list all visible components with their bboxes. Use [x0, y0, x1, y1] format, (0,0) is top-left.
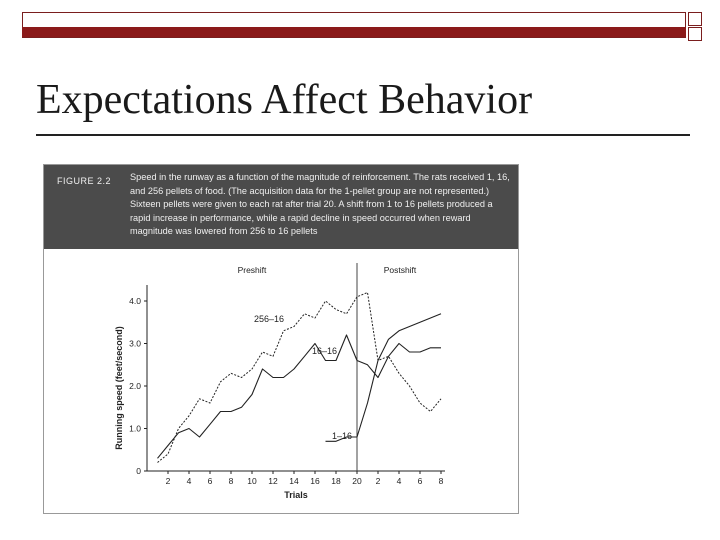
title-divider: [36, 134, 690, 136]
phase-label-postshift: Postshift: [384, 265, 417, 275]
title-bar-accent: [22, 27, 686, 37]
series-line-1: [157, 334, 441, 459]
y-tick-label: 4.0: [129, 296, 141, 306]
x-tick-label: 10: [247, 476, 257, 486]
chart-ticks: 0 1.0 2.0 3.0 4.0 2 4 6 8 10 12 14 16 18 20 2 4 6 8: [129, 296, 443, 486]
x-tick-label: 12: [268, 476, 278, 486]
corner-square-icon-2: [688, 27, 702, 41]
series-line-0: [157, 292, 442, 463]
series-line-2: [325, 313, 442, 442]
y-tick-label: 2.0: [129, 381, 141, 391]
x-tick-label: 4: [397, 476, 402, 486]
figure-caption-text: Speed in the runway as a function of the…: [130, 172, 510, 237]
figure-caption-box: FIGURE 2.2 Speed in the runway as a func…: [44, 165, 518, 249]
figure-scan: FIGURE 2.2 Speed in the runway as a func…: [43, 164, 519, 514]
x-tick-label: 6: [208, 476, 213, 486]
line-chart: 0 1.0 2.0 3.0 4.0 2 4 6 8 10 12 14 16 18 20 2 4 6 8 Runnin…: [114, 263, 445, 500]
x-tick-label: 14: [289, 476, 299, 486]
y-axis-label: Running speed (feet/second): [114, 326, 124, 450]
y-tick-label: 1.0: [129, 424, 141, 434]
series-label-1-16: 1–16: [332, 431, 352, 441]
x-tick-label: 2: [376, 476, 381, 486]
x-tick-label: 8: [439, 476, 444, 486]
x-axis-label: Trials: [284, 490, 308, 500]
x-tick-label: 16: [310, 476, 320, 486]
x-tick-label: 8: [229, 476, 234, 486]
x-tick-label: 4: [187, 476, 192, 486]
y-tick-label: 3.0: [129, 339, 141, 349]
x-tick-label: 20: [352, 476, 362, 486]
x-tick-label: 2: [166, 476, 171, 486]
y-tick-label: 0: [136, 466, 141, 476]
series-label-256-16: 256–16: [254, 314, 284, 324]
series-label-16-16: 16–16: [312, 346, 337, 356]
corner-square-icon: [688, 12, 702, 26]
slide-title: Expectations Affect Behavior: [36, 77, 533, 123]
figure-label: FIGURE 2.2: [57, 176, 112, 186]
phase-label-preshift: Preshift: [238, 265, 267, 275]
chart-series: [157, 292, 442, 463]
x-tick-label: 6: [418, 476, 423, 486]
x-tick-label: 18: [331, 476, 341, 486]
